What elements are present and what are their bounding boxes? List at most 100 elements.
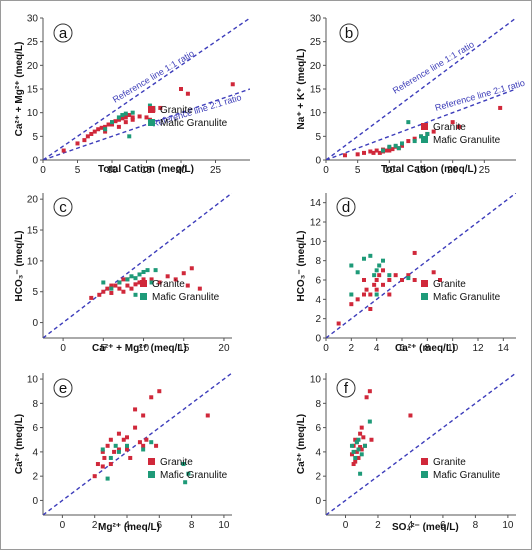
x-tick-label: 4 bbox=[374, 343, 380, 354]
y-tick-label: 8 bbox=[315, 399, 321, 410]
y-tick-label: 12 bbox=[310, 218, 322, 229]
granite-point bbox=[355, 297, 360, 302]
granite-point bbox=[157, 389, 162, 394]
y-tick-label: 10 bbox=[310, 375, 322, 386]
granite-point bbox=[412, 278, 417, 282]
granite-point bbox=[381, 282, 385, 287]
x-tick-label: 25 bbox=[210, 165, 222, 176]
mafic-granulite-point bbox=[130, 110, 135, 115]
granite-point bbox=[353, 459, 358, 464]
x-axis-label: Ca²⁺ (meq/L) bbox=[395, 343, 455, 354]
mafic-granulite-point bbox=[425, 131, 430, 136]
x-tick-label: 0 bbox=[40, 165, 46, 176]
panel-f: 0 2 4 6 8 10 0 2 4 6 8 10 f Granite Mafic Granulite SO₄… bbox=[296, 373, 516, 533]
legend-swatch bbox=[140, 293, 147, 300]
x-tick-label: 0 bbox=[323, 165, 329, 176]
reference-line-label: Reference line 2:1 ratio bbox=[434, 78, 526, 113]
mafic-granulite-point bbox=[149, 440, 154, 445]
x-axis-label: Total Cation (meq/L) bbox=[381, 164, 477, 175]
y-tick-label: 10 bbox=[27, 375, 39, 386]
granite-point bbox=[406, 139, 411, 144]
granite-point bbox=[362, 278, 366, 282]
granite-point bbox=[412, 250, 417, 255]
granite-point bbox=[127, 113, 132, 118]
granite-point bbox=[123, 120, 128, 125]
x-tick-label: 8 bbox=[189, 520, 195, 531]
x-tick-label: 8 bbox=[473, 520, 479, 531]
legend-label: Mafic Granulite bbox=[433, 292, 501, 303]
granite-point bbox=[117, 286, 122, 291]
x-tick-label: 20 bbox=[447, 165, 459, 176]
granite-point bbox=[125, 435, 129, 440]
mafic-granulite-point bbox=[356, 437, 361, 442]
granite-point bbox=[154, 443, 159, 448]
panel-letter-circle bbox=[339, 23, 359, 43]
x-tick-label: 0 bbox=[323, 343, 329, 354]
x-tick-label: 4 bbox=[408, 520, 414, 531]
mafic-granulite-point bbox=[367, 419, 372, 424]
mafic-granulite-point bbox=[123, 111, 128, 116]
granite-point bbox=[133, 425, 138, 430]
reference-line-1 bbox=[43, 18, 250, 160]
x-tick-label: 6 bbox=[399, 343, 405, 354]
granite-point bbox=[89, 131, 94, 136]
panel-letter: c bbox=[59, 199, 67, 216]
panel-letter: f bbox=[344, 380, 349, 397]
granite-point bbox=[349, 452, 354, 457]
x-tick-label: 14 bbox=[498, 343, 510, 354]
y-tick-label: 15 bbox=[27, 85, 39, 96]
x-tick-label: 15 bbox=[141, 165, 153, 176]
x-tick-label: 6 bbox=[157, 520, 163, 531]
x-axis-label: SO₄²⁻ (meq/L) bbox=[392, 522, 459, 533]
mafic-granulite-point bbox=[109, 286, 114, 291]
mafic-granulite-point bbox=[100, 447, 105, 452]
granite-point bbox=[157, 280, 162, 285]
granite-point bbox=[364, 287, 369, 292]
granite-point bbox=[105, 286, 110, 291]
legend-label: Mafic Granulite bbox=[152, 292, 220, 303]
granite-point bbox=[393, 273, 398, 278]
granite-point bbox=[406, 273, 411, 278]
y-axis-label: HCO₃⁻ (meq/L) bbox=[14, 230, 25, 301]
granite-point bbox=[125, 283, 130, 288]
mafic-granulite-point bbox=[149, 280, 154, 285]
panel-letter: d bbox=[342, 199, 350, 216]
mafic-granulite-point bbox=[141, 447, 146, 452]
y-axis-label: HCO₃⁻ (meq/L) bbox=[296, 230, 307, 301]
reference-line-1 bbox=[326, 373, 516, 515]
legend-swatch bbox=[148, 106, 155, 113]
reference-line-label: Reference line 1:1 ratio bbox=[391, 39, 476, 96]
granite-point bbox=[129, 286, 134, 291]
granite-point bbox=[438, 278, 442, 282]
x-tick-label: 6 bbox=[440, 520, 446, 531]
mafic-granulite-point bbox=[349, 263, 354, 268]
y-tick-label: 4 bbox=[315, 295, 321, 306]
granite-point bbox=[431, 129, 436, 134]
panel-b: 0 5 10 15 20 25 0 5 10 15 20 25 30 Reference line 1:1… bbox=[296, 14, 526, 177]
y-tick-label: 25 bbox=[27, 37, 39, 48]
x-tick-label: 15 bbox=[178, 343, 190, 354]
granite-point bbox=[400, 143, 404, 148]
mafic-granulite-point bbox=[349, 443, 354, 448]
panel-a: 0 5 10 15 20 25 0 5 10 15 20 25 30 Reference line 1:1… bbox=[14, 14, 250, 176]
mafic-granulite-point bbox=[137, 272, 142, 277]
reference-line-1 bbox=[43, 373, 232, 515]
reference-line-1 bbox=[326, 18, 516, 160]
y-tick-label: 0 bbox=[315, 156, 321, 167]
legend-swatch bbox=[148, 471, 155, 478]
granite-point bbox=[457, 124, 461, 129]
reference-line-label: Reference line 1:1 ratio bbox=[111, 48, 196, 105]
mafic-granulite-point bbox=[406, 120, 411, 125]
granite-point bbox=[343, 153, 347, 158]
mafic-granulite-point bbox=[374, 292, 379, 297]
legend-swatch bbox=[421, 123, 428, 130]
granite-point bbox=[103, 129, 108, 134]
granite-point bbox=[113, 283, 118, 288]
y-axis-label: Ca²⁺ (meq/L) bbox=[14, 414, 25, 474]
granite-point bbox=[137, 114, 142, 119]
x-axis-label: Total Cation (meq/L) bbox=[98, 164, 194, 175]
mafic-granulite-point bbox=[125, 443, 129, 448]
mafic-granulite-point bbox=[181, 462, 186, 467]
granite-point bbox=[149, 277, 154, 282]
